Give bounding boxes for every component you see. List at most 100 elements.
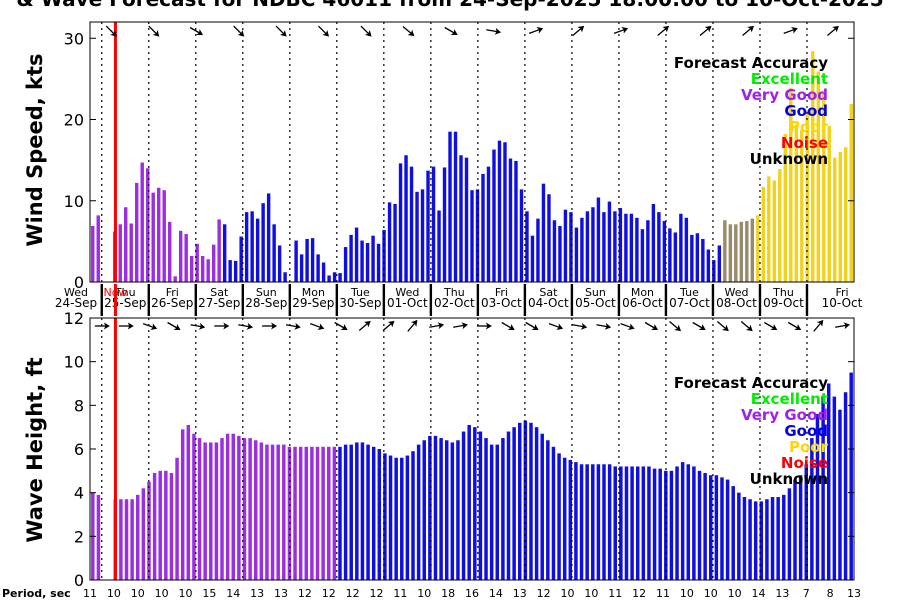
wind-bar [547,194,551,282]
day-date-label: 03-Oct [481,296,522,310]
day-date-label: 28-Sep [245,296,287,310]
wave-bar [130,499,134,580]
wind-bar [679,213,683,282]
wave-bar [546,440,550,580]
day-date-label: 04-Oct [528,296,569,310]
wave-bar [304,446,309,580]
period-value: 12 [632,587,646,600]
wind-bar [497,140,502,283]
period-value: 13 [513,587,527,600]
wind-bar [712,260,716,282]
wave-bar [720,477,724,580]
wind-arrow [360,25,372,37]
wave-arrow [548,322,564,330]
wave-bar [658,468,662,580]
wave-bar [315,446,320,580]
wind-bar [772,180,777,282]
wind-bar [167,221,172,283]
wind-bar [750,218,755,283]
wave-ytick-label: 8 [74,396,84,415]
wave-bar [164,470,168,580]
wind-bar [228,260,232,282]
wave-bar [568,459,573,580]
wave-bar [332,446,337,580]
wind-bar [591,207,595,282]
wind-bar [453,131,458,282]
wave-arrow [764,321,778,331]
wind-arrow [402,26,415,37]
wind-bar [140,162,144,282]
wave-arrow [167,321,181,331]
period-value: 7 [803,587,810,600]
wave-bar [478,431,483,580]
wave-arrow [620,322,635,330]
wave-bar [141,488,146,580]
wind-bar [580,217,584,282]
wind-bar [448,131,452,282]
wind-bar [178,230,183,282]
wave-bar [506,431,511,580]
wind-bar [431,166,436,283]
wind-bar [244,212,249,283]
wind-bar [816,71,820,282]
wave-ytick-label: 0 [74,571,84,590]
wave-bar [327,446,331,580]
day-name-label: Mon [302,286,325,299]
wind-bar [294,240,298,282]
wave-bar [214,442,219,580]
wave-bar [467,424,471,580]
wave-bar [551,446,556,580]
wind-bar [552,220,557,282]
wind-bar [563,209,568,282]
wave-bar [287,446,292,580]
wave-arrow [476,322,492,330]
wind-bar [536,218,540,283]
wind-ytick-label: 20 [64,111,84,130]
wind-bar [426,170,430,282]
wave-bar [203,442,207,580]
wave-bar [444,440,449,580]
wave-bar [253,440,258,580]
wave-bar [579,464,584,580]
wave-bar [810,438,814,580]
wind-ylabel: Wind Speed, kts [23,53,47,246]
wind-legend-entry: Excellent [751,70,828,88]
wave-bar [529,422,533,580]
period-value: 14 [226,587,240,600]
wave-bar [826,383,831,580]
wave-bar [838,409,842,580]
wind-bar [530,235,535,282]
wind-bar [508,158,513,282]
wind-bar [558,225,562,282]
wave-bar [96,494,101,580]
day-date-label: 26-Sep [151,296,193,310]
wind-bar [723,220,727,282]
wind-bar [360,240,364,282]
day-date-label: 30-Sep [339,296,381,310]
wave-direction-arrows [94,319,850,332]
period-value: 10 [728,587,742,600]
wind-bar [585,211,590,282]
wind-bar [398,163,403,283]
wind-bar [157,187,161,282]
wind-bar [91,225,95,282]
wave-bar [197,438,202,580]
wave-bar [534,427,539,580]
wave-bar [697,470,702,580]
wave-bar [664,470,668,580]
wind-bar [222,224,227,282]
wind-bar [651,204,656,282]
wave-bar [742,497,747,580]
wave-bar [169,473,174,580]
day-name-label: Wed [724,286,748,299]
day-name-label: Wed [64,286,88,299]
wave-arrow [382,320,395,331]
wave-bar [158,470,162,580]
period-value: 10 [704,587,718,600]
wind-bar [690,234,694,283]
wave-bar [456,440,460,580]
wave-bar [787,488,792,580]
wind-bar [613,211,617,282]
